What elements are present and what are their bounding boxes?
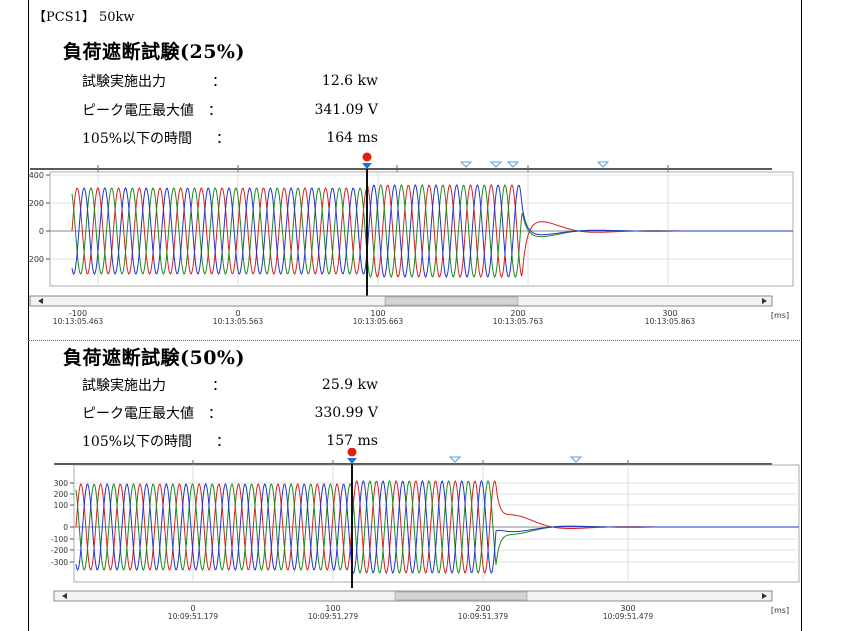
x-time-label: 10:13:05.663 bbox=[353, 317, 404, 326]
output-colon-25: ： bbox=[212, 74, 226, 90]
trigger-arrow-icon[interactable] bbox=[347, 458, 357, 464]
section-divider bbox=[28, 340, 802, 341]
scroll-right-arrow-icon[interactable] bbox=[762, 593, 767, 599]
event-marker-icon[interactable] bbox=[569, 456, 583, 463]
x-time-label: 10:13:05.863 bbox=[645, 317, 696, 326]
y-tick-label: 0 bbox=[39, 227, 44, 236]
x-time-label: 10:09:51.479 bbox=[603, 612, 654, 621]
scroll-right-arrow-icon[interactable] bbox=[762, 298, 767, 304]
event-marker-icon[interactable] bbox=[506, 161, 520, 168]
peak-voltage-value-50: 330.99 V bbox=[314, 405, 378, 421]
x-tick-label: 100 bbox=[325, 604, 340, 613]
y-tick-label: -200 bbox=[28, 255, 44, 264]
peak-voltage-label-25: ピーク電圧最大値 bbox=[82, 103, 194, 119]
under-105-value-25: 164 ms bbox=[326, 130, 378, 146]
y-tick-label: 100 bbox=[54, 501, 69, 510]
event-marker-icon[interactable] bbox=[448, 456, 462, 463]
y-tick-label: 400 bbox=[29, 171, 44, 180]
phase-c-waveform bbox=[75, 479, 799, 575]
event-marker-icon[interactable] bbox=[596, 161, 610, 168]
y-tick-label: 200 bbox=[54, 490, 69, 499]
under-105-value-50: 157 ms bbox=[326, 433, 378, 449]
c0-scrollbar-thumb[interactable] bbox=[384, 296, 519, 306]
scroll-left-arrow-icon[interactable] bbox=[38, 298, 43, 304]
x-unit-label: [ms] bbox=[771, 311, 789, 320]
x-time-label: 10:09:51.279 bbox=[308, 612, 359, 621]
peak-voltage-value-25: 341.09 V bbox=[314, 102, 378, 118]
test-title-50: 負荷遮断試験(50%) bbox=[63, 347, 245, 369]
x-tick-label: -100 bbox=[69, 309, 87, 318]
waveform-chart-25[interactable]: 400 200 0 -200 -100 0 100 200 300 10:13:05.463 10:… bbox=[28, 150, 802, 330]
output-label-50: 試験実施出力 bbox=[82, 378, 166, 394]
x-tick-label: 0 bbox=[235, 309, 240, 318]
x-time-label: 10:13:05.563 bbox=[213, 317, 264, 326]
peak-voltage-colon-25: ： bbox=[208, 103, 222, 119]
x-tick-label: 200 bbox=[510, 309, 525, 318]
x-time-label: 10:13:05.463 bbox=[53, 317, 104, 326]
x-tick-label: 100 bbox=[370, 309, 385, 318]
x-unit-label: [ms] bbox=[771, 606, 789, 615]
under-105-label-25: 105%以下の時間 bbox=[82, 131, 193, 147]
trigger-arrow-icon[interactable] bbox=[362, 163, 372, 169]
x-tick-label: 0 bbox=[190, 604, 195, 613]
y-tick-label: 0 bbox=[63, 523, 68, 532]
under-105-colon-25: ： bbox=[216, 131, 230, 147]
y-tick-label: -100 bbox=[51, 535, 68, 544]
peak-voltage-colon-50: ： bbox=[208, 406, 222, 422]
y-tick-label: -200 bbox=[51, 546, 68, 555]
event-marker-icon[interactable] bbox=[489, 161, 503, 168]
trigger-marker-icon[interactable] bbox=[362, 152, 372, 162]
y-tick-label: 300 bbox=[54, 479, 69, 488]
output-colon-50: ： bbox=[212, 378, 226, 394]
scroll-left-arrow-icon[interactable] bbox=[62, 593, 67, 599]
trigger-marker-icon[interactable] bbox=[347, 448, 357, 457]
c1-scrollbar-thumb[interactable] bbox=[394, 591, 528, 601]
x-tick-label: 300 bbox=[662, 309, 677, 318]
event-marker-icon[interactable] bbox=[459, 161, 473, 168]
x-tick-label: 300 bbox=[620, 604, 635, 613]
report-frame bbox=[28, 0, 802, 631]
peak-voltage-label-50: ピーク電圧最大値 bbox=[82, 406, 194, 422]
test-title-25: 負荷遮断試験(25%) bbox=[63, 41, 245, 63]
x-time-label: 10:09:51.179 bbox=[168, 612, 219, 621]
x-time-label: 10:13:05.763 bbox=[493, 317, 544, 326]
output-label-25: 試験実施出力 bbox=[82, 74, 166, 90]
under-105-label-50: 105%以下の時間 bbox=[82, 434, 193, 450]
phase-c-waveform bbox=[71, 184, 793, 278]
c0-plot-area bbox=[49, 171, 794, 287]
y-tick-label: 200 bbox=[29, 199, 44, 208]
pcs-header-label: 【PCS1】 50kw bbox=[33, 10, 135, 25]
x-tick-label: 200 bbox=[475, 604, 490, 613]
output-value-25: 12.6 kw bbox=[321, 73, 378, 89]
output-value-50: 25.9 kw bbox=[321, 377, 378, 393]
x-time-label: 10:09:51.379 bbox=[458, 612, 509, 621]
y-tick-label: -300 bbox=[51, 558, 68, 567]
under-105-colon-50: ： bbox=[216, 434, 230, 450]
